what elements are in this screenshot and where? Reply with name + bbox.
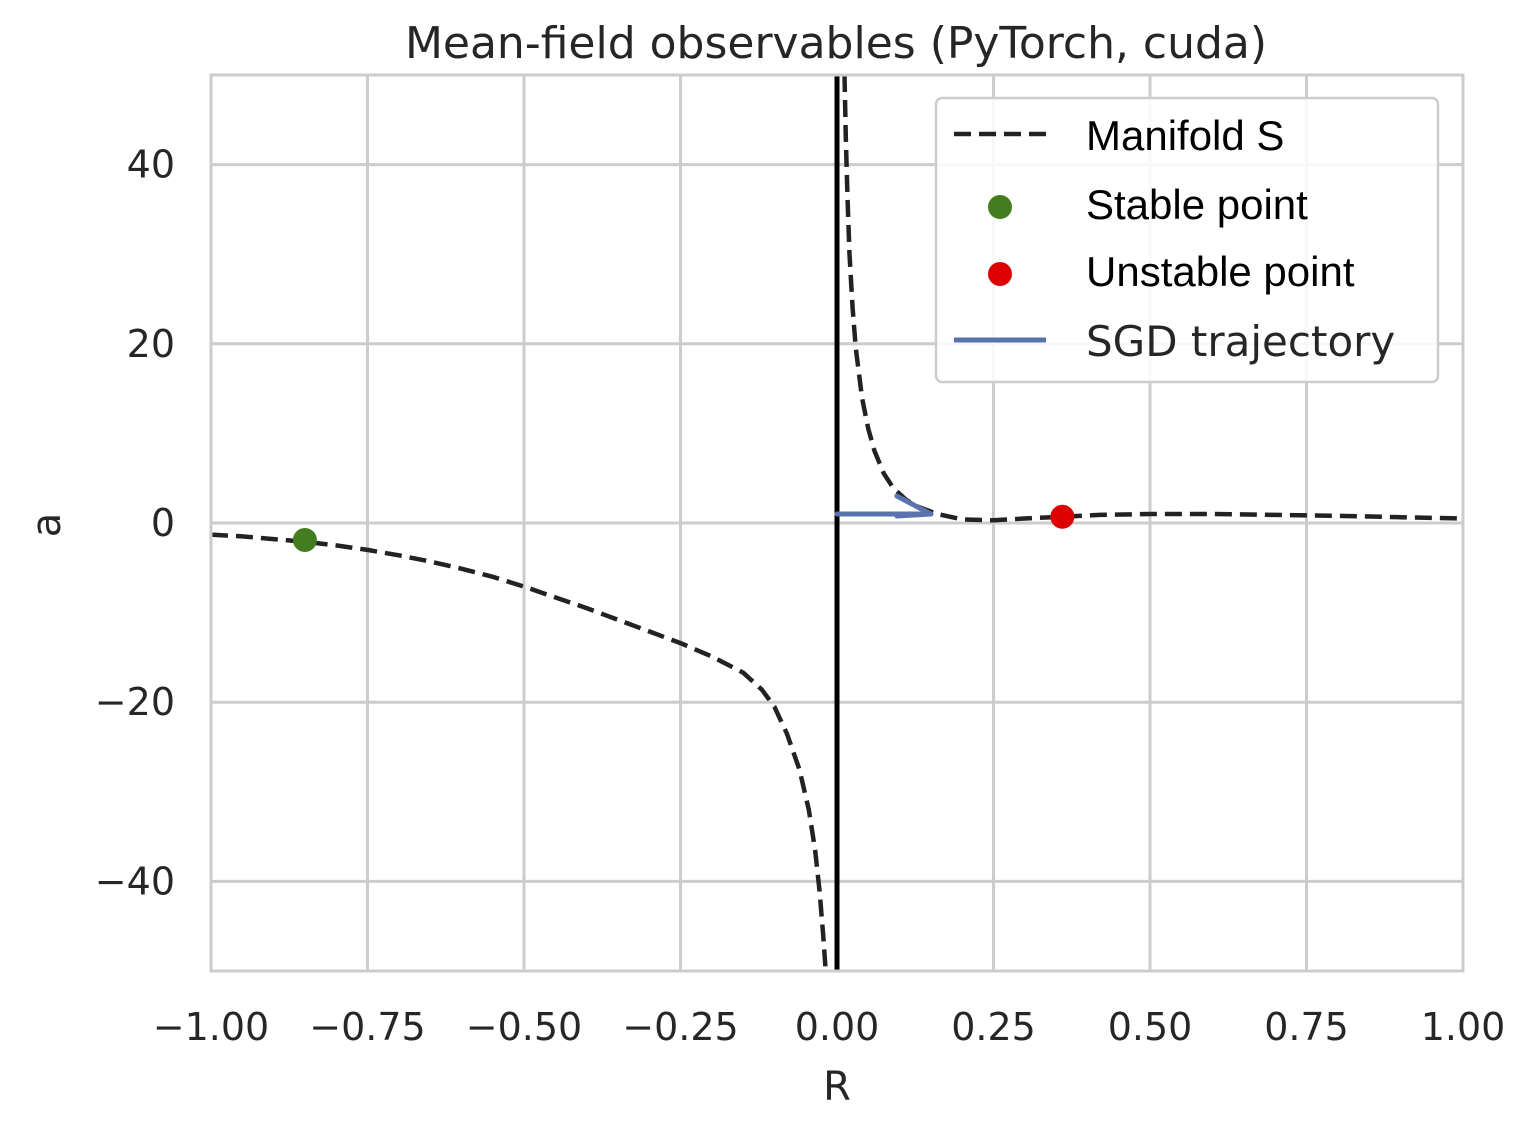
legend-box [934,96,1440,384]
x-tick-label: 0.25 [951,1005,1036,1049]
y-tick-label: 20 [127,322,175,366]
x-tick-label: −1.00 [153,1005,269,1049]
sgd-trajectory-arrowhead [894,493,934,519]
y-axis-label: a [24,513,70,538]
y-tick-label: −20 [95,680,175,724]
y-tick-label: 40 [127,143,175,187]
stable-point-marker [292,528,317,553]
x-tick-label: −0.50 [466,1005,582,1049]
legend-label-sgd-trajectory: SGD trajectory [1086,317,1395,366]
x-tick-label: 0.75 [1264,1005,1349,1049]
legend-label-manifold-s: Manifold S [1086,112,1284,159]
unstable-point-marker [1050,504,1075,529]
x-axis-label: R [823,1064,851,1110]
y-tick-label: 0 [151,501,175,545]
x-axis-ticks: −1.00 −0.75 −0.50 −0.25 0.00 0.25 0.50 0.75 1.00 [153,1005,1506,1049]
plot-frame [209,73,1465,973]
manifold-s-segment [211,532,828,971]
legend-label-stable-point: Stable point [1086,181,1308,228]
x-tick-label: −0.75 [309,1005,425,1049]
legend-swatch-stable-point [988,195,1012,219]
chart-title: Mean-field observables (PyTorch, cuda) [405,18,1267,69]
x-tick-label: 0.00 [795,1005,880,1049]
legend-swatch-unstable-point [988,262,1012,286]
plot-area [211,75,1463,971]
y-axis-ticks: −40 −20 0 20 40 [95,143,175,904]
x-tick-label: 0.50 [1108,1005,1193,1049]
legend-label-unstable-point: Unstable point [1086,248,1355,295]
legend: Manifold S Stable point Unstable point SGD … [934,96,1440,384]
x-tick-label: −0.25 [622,1005,738,1049]
y-tick-label: −40 [95,859,175,903]
x-tick-label: 1.00 [1421,1005,1506,1049]
